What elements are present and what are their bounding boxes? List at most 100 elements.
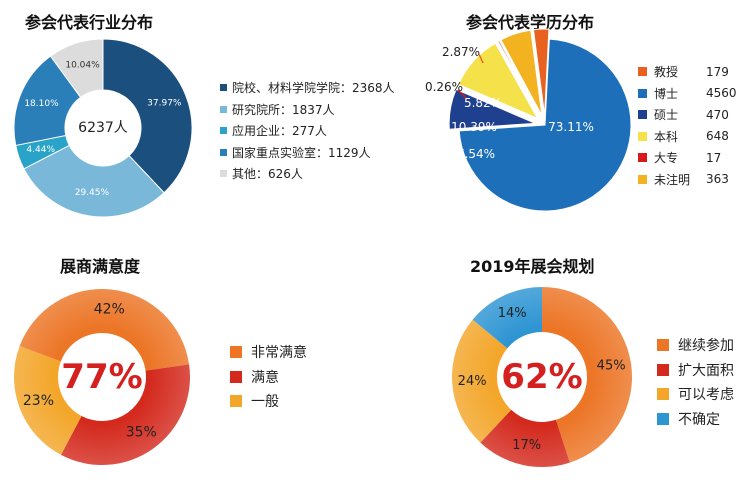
pie-slice-0 [532,28,550,116]
legend-label: 国家重点实验室：1129人 [232,145,371,160]
legend-swatch [220,148,227,156]
slice-label: 2.87% [442,45,480,59]
pie-slice-3 [472,287,542,349]
legend-swatch [230,346,242,359]
industry-legend: 院校、材料学院学院：2368人 研究院所：1837人 应用企业：277人 国家重… [220,77,395,185]
legend-item: 院校、材料学院学院：2368人 [220,77,395,99]
slice-label: 7.54% [457,147,495,161]
legend-swatch [220,170,227,178]
industry-donut-chart: 37.97% 29.45% 4.44% 18.10% 10.04% 6237人 [13,38,193,218]
legend-swatch [230,370,242,383]
legend-swatch [657,363,669,376]
slice-label: 5.82% [464,96,502,110]
chart-title-satisfaction: 展商满意度 [60,257,141,276]
legend-item: 非常满意 [230,340,307,365]
chart-title-plan: 2019年展会规划 [470,257,595,276]
pie-slice-4 [497,39,541,117]
slice-label: 37.97% [147,99,182,109]
legend-item: 一般 [230,389,307,414]
education-legend: 教授 179 博士 4560 硕士 470 本科 648 大专 17 未注明 363 [638,61,737,190]
legend-label: 未注明 [654,172,691,187]
legend-item: 继续参加 [657,333,734,358]
legend-item: 可以考虑 [657,382,734,407]
legend-value: 648 [706,129,729,144]
leader-line [457,89,467,99]
legend-swatch [230,395,242,408]
legend-swatch [638,174,647,184]
education-pie-chart: 2.87% 73.11% 7.54% 10.39% 0.26%5.82% [425,28,632,212]
slice-label: 42% [94,301,125,317]
legend-item: 硕士 470 [638,104,737,126]
legend-label: 扩大面积 [678,362,734,379]
pie-slice-1 [480,409,570,467]
slice-label: 18.10% [24,99,59,109]
legend-label: 一般 [251,394,279,411]
legend-label: 教授 [654,65,679,80]
pie-slice-2 [448,88,536,130]
slice-label: 29.45% [75,188,110,198]
legend-swatch [638,110,647,120]
slice-label: 45% [597,359,626,374]
legend-item: 大专 17 [638,147,737,169]
legend-label: 大专 [654,151,679,166]
legend-swatch [657,412,669,425]
legend-label: 博士 [654,86,679,101]
legend-swatch [220,127,227,135]
slice-label: 24% [458,374,487,389]
legend-item: 国家重点实验室：1129人 [220,142,395,164]
pie-slice-1 [458,38,632,212]
legend-item: 研究院所：1837人 [220,99,395,121]
leader-line [478,53,484,64]
legend-item: 不确定 [657,407,734,432]
satisfaction-donut-chart: 42% 35% 23% 77% [13,289,191,465]
legend-swatch [638,131,647,141]
slice-label: 10.04% [65,60,100,70]
plan-donut-chart: 45% 17% 24% 14% 62% [452,287,632,467]
legend-label: 继续参加 [678,338,734,355]
pie-slice-4 [49,38,104,99]
slice-label: 4.44% [26,145,55,155]
slice-label: 14% [498,306,527,321]
legend-item: 本科 648 [638,126,737,148]
legend-swatch [657,388,669,401]
pie-slice-0 [102,38,193,194]
plan-legend: 继续参加 扩大面积 可以考虑 不确定 [657,333,734,431]
center-label: 77% [61,357,142,397]
legend-label: 其他：626人 [232,167,303,182]
center-label: 6237人 [78,120,128,136]
pie-slice-2 [13,346,82,455]
legend-label: 硕士 [654,108,679,123]
legend-item: 博士 4560 [638,83,737,105]
legend-value: 470 [706,107,729,122]
legend-label: 不确定 [678,411,720,428]
legend-label: 满意 [251,369,279,386]
pie-slice-2 [452,319,512,443]
chart-title-education: 参会代表学历分布 [466,13,595,32]
satisfaction-legend: 非常满意 满意 一般 [230,340,307,414]
pie-slice-5 [500,29,543,116]
slice-label: 35% [126,425,157,441]
legend-item: 满意 [230,365,307,390]
pie-slice-0 [542,287,632,463]
pie-slice-1 [23,144,165,218]
legend-item: 教授 179 [638,61,737,83]
legend-value: 363 [706,172,729,187]
slice-label: 73.11% [548,120,594,134]
legend-value: 4560 [706,86,737,101]
legend-item: 未注明 363 [638,169,737,191]
slice-label: 0.26% [425,80,463,94]
legend-label: 研究院所：1837人 [232,102,335,117]
slice-label: 17% [512,438,541,453]
slice-label: 10.39% [451,120,497,134]
legend-item: 其他：626人 [220,163,395,185]
legend-swatch [638,88,647,98]
legend-label: 可以考虑 [678,387,734,404]
legend-item: 扩大面积 [657,358,734,383]
pie-slice-1 [61,364,191,465]
pie-slice-0 [19,289,190,371]
legend-swatch [220,105,227,113]
legend-label: 院校、材料学院学院：2368人 [232,81,395,96]
legend-value: 179 [706,64,729,79]
chart-title-industry: 参会代表行业分布 [25,13,154,32]
legend-label: 本科 [654,129,679,144]
